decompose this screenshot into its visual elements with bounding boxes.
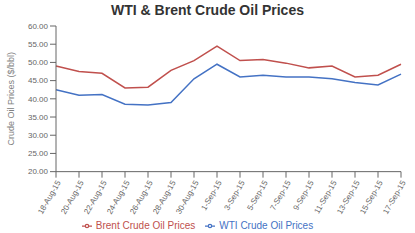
svg-text:28-Aug-15: 28-Aug-15 <box>151 179 178 216</box>
svg-text:7-Sep-15: 7-Sep-15 <box>268 179 293 212</box>
svg-text:40.00: 40.00 <box>28 95 49 104</box>
svg-text:13-Sep-15: 13-Sep-15 <box>335 179 362 216</box>
svg-text:50.00: 50.00 <box>28 58 49 67</box>
html-text:WTI & Brent Crude Oil Prices: WTI & Brent Crude Oil Prices <box>111 2 304 18</box>
svg-text:26-Aug-15: 26-Aug-15 <box>128 179 155 216</box>
svg-text:15-Sep-15: 15-Sep-15 <box>358 179 385 216</box>
svg-text:20-Aug-15: 20-Aug-15 <box>59 179 86 216</box>
html-text:WTI Crude Oil Prices: WTI Crude Oil Prices <box>219 219 314 231</box>
svg-text:1-Sep-15: 1-Sep-15 <box>199 179 224 212</box>
svg-text:11-Sep-15: 11-Sep-15 <box>312 179 339 216</box>
html-text:Brent Crude Oil Prices: Brent Crude Oil Prices <box>95 219 196 231</box>
svg-text:45.00: 45.00 <box>28 76 49 85</box>
svg-text:60.00: 60.00 <box>28 22 49 31</box>
svg-text:22-Aug-15: 22-Aug-15 <box>82 179 109 216</box>
svg-text:35.00: 35.00 <box>28 113 49 122</box>
svg-text:25.00: 25.00 <box>28 149 49 158</box>
svg-text:20.00: 20.00 <box>28 167 49 176</box>
svg-text:30-Aug-15: 30-Aug-15 <box>174 179 201 216</box>
svg-text:9-Sep-15: 9-Sep-15 <box>291 179 316 212</box>
svg-text:24-Aug-15: 24-Aug-15 <box>105 179 132 216</box>
svg-text:55.00: 55.00 <box>28 40 49 49</box>
svg-text:Crude Oil Prices ($/bbl): Crude Oil Prices ($/bbl) <box>8 52 16 146</box>
svg-text:3-Sep-15: 3-Sep-15 <box>222 179 247 212</box>
svg-text:18-Aug-15: 18-Aug-15 <box>36 179 63 216</box>
svg-text:5-Sep-15: 5-Sep-15 <box>245 179 270 212</box>
svg-text:30.00: 30.00 <box>28 131 49 140</box>
svg-text:17-Sep-15: 17-Sep-15 <box>381 179 407 216</box>
